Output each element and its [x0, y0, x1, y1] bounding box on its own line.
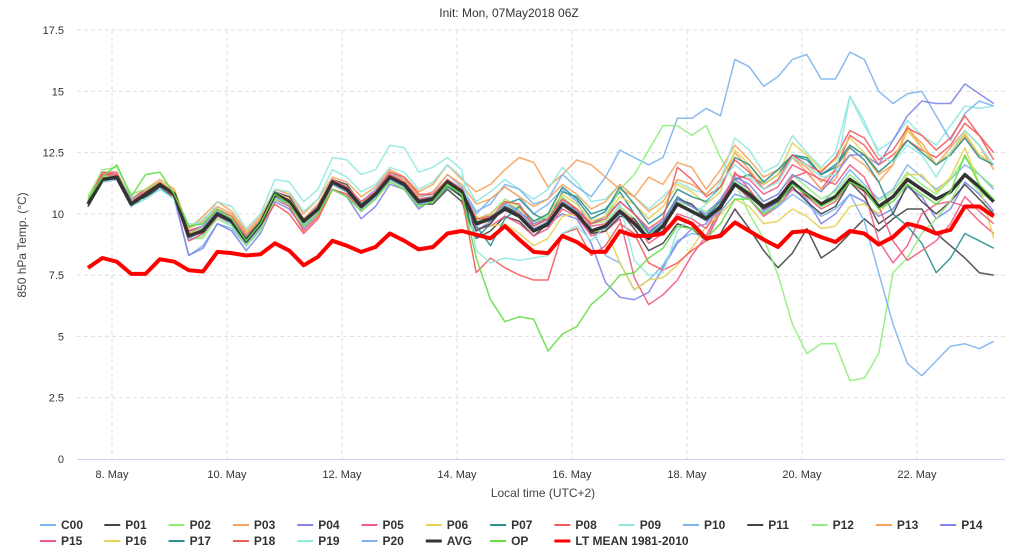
legend-item-p09[interactable]: P09 [618, 518, 662, 532]
legend-item-p06[interactable]: P06 [425, 518, 469, 532]
x-axis-ticks: 8. May 10. May 12. May 14. May 16. May 18. Ma… [95, 469, 937, 481]
legend-item-p07[interactable]: P07 [490, 518, 533, 532]
legend-item-p20[interactable]: P20 [361, 534, 405, 548]
legend-label: AVG [447, 534, 472, 548]
legend-item-p05[interactable]: P05 [361, 518, 405, 532]
series-line-p08[interactable] [87, 122, 995, 281]
y-axis-title: 850 hPa Temp. (°C) [15, 192, 29, 297]
legend-label: P09 [640, 518, 662, 532]
legend-label: P18 [254, 534, 276, 548]
series-line-lt-mean-1981-2010[interactable] [86, 204, 995, 276]
legend-label: P13 [897, 518, 919, 532]
y-axis-ticks: 0 2.5 5 7.5 10 12.5 15 17.5 [43, 25, 64, 466]
x-tick-label: 14. May [437, 469, 477, 481]
y-tick-label: 10 [52, 209, 64, 221]
legend-label: P03 [254, 518, 276, 532]
y-tick-label: 5 [58, 331, 64, 343]
grid-lines [77, 29, 1005, 459]
series-line-p05[interactable] [87, 171, 995, 306]
y-tick-label: 7.5 [49, 270, 64, 282]
legend-item-p15[interactable]: P15 [40, 534, 83, 548]
legend-item-p10[interactable]: P10 [683, 518, 726, 532]
series-line-p12[interactable] [87, 124, 995, 382]
y-tick-label: 0 [58, 454, 64, 466]
legend-label: P05 [383, 518, 405, 532]
x-axis-title: Local time (UTC+2) [491, 486, 595, 500]
legend-item-p03[interactable]: P03 [232, 518, 276, 532]
x-tick-label: 22. May [897, 469, 937, 481]
legend-label: P01 [125, 518, 147, 532]
x-tick-label: 8. May [95, 469, 129, 481]
legend: C00 P01 P02 P03 P04 P05 P06 P07 P08 P09 P10 P11 P12 P… [40, 518, 983, 548]
legend-label: C00 [61, 518, 83, 532]
legend-item-p08[interactable]: P08 [554, 518, 597, 532]
legend-item-p19[interactable]: P19 [297, 534, 340, 548]
legend-item-op[interactable]: OP [490, 534, 528, 548]
x-tick-label: 10. May [207, 469, 247, 481]
series-lines [86, 51, 995, 382]
legend-label: P11 [768, 518, 789, 532]
legend-label: P17 [190, 534, 212, 548]
legend-label: LT MEAN 1981-2010 [575, 534, 688, 548]
legend-item-p02[interactable]: P02 [168, 518, 212, 532]
legend-item-p12[interactable]: P12 [811, 518, 855, 532]
legend-item-p17[interactable]: P17 [168, 534, 212, 548]
legend-label: P12 [833, 518, 855, 532]
legend-item-p14[interactable]: P14 [940, 518, 983, 532]
x-tick-label: 18. May [667, 469, 707, 481]
series-line-p19[interactable] [87, 95, 995, 276]
legend-item-lt-mean-1981-2010[interactable]: LT MEAN 1981-2010 [554, 534, 689, 548]
legend-item-p11[interactable]: P11 [747, 518, 789, 532]
legend-label: P14 [961, 518, 983, 532]
legend-item-p01[interactable]: P01 [104, 518, 147, 532]
legend-item-p18[interactable]: P18 [232, 534, 276, 548]
series-line-op[interactable] [87, 154, 995, 352]
legend-item-p13[interactable]: P13 [875, 518, 919, 532]
legend-label: P20 [383, 534, 405, 548]
legend-item-p04[interactable]: P04 [297, 518, 340, 532]
legend-item-c00[interactable]: C00 [40, 518, 83, 532]
y-tick-label: 12.5 [43, 148, 64, 160]
y-tick-label: 17.5 [43, 25, 64, 37]
x-tick-label: 20. May [782, 469, 822, 481]
legend-label: P16 [125, 534, 147, 548]
legend-label: P02 [190, 518, 212, 532]
legend-label: P19 [318, 534, 340, 548]
legend-label: P06 [447, 518, 469, 532]
y-tick-label: 2.5 [49, 393, 64, 405]
series-line-p13[interactable] [87, 129, 995, 235]
y-tick-label: 15 [52, 86, 64, 98]
legend-label: P10 [704, 518, 726, 532]
x-tick-label: 16. May [552, 469, 592, 481]
legend-label: P04 [318, 518, 340, 532]
legend-label: P07 [511, 518, 533, 532]
legend-label: P08 [575, 518, 597, 532]
legend-label: OP [511, 534, 528, 548]
chart-title: Init: Mon, 07May2018 06Z [439, 6, 578, 20]
series-line-p04[interactable] [87, 176, 995, 301]
legend-item-avg[interactable]: AVG [425, 534, 472, 548]
legend-item-p16[interactable]: P16 [104, 534, 147, 548]
x-tick-label: 12. May [322, 469, 362, 481]
legend-label: P15 [61, 534, 83, 548]
